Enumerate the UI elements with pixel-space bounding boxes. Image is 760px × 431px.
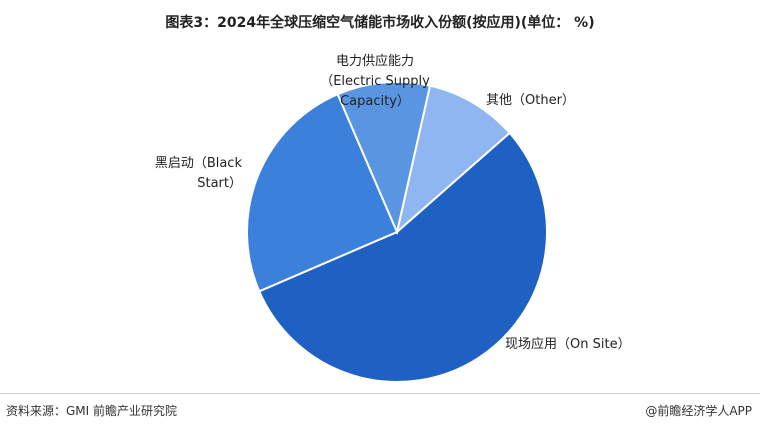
pie-slice <box>395 84 512 235</box>
chart-title: 图表3：2024年全球压缩空气储能市场收入份额(按应用)(单位： %) <box>165 15 595 31</box>
slice-label: 现场应用（On Site） <box>505 337 631 352</box>
brand: @前瞻经济学人APP <box>645 404 752 418</box>
slice-label: 电力供应能力（Electric Supply Capacity） <box>320 54 430 109</box>
source: 资料来源：GMI 前瞻产业研究院 <box>6 404 178 418</box>
pie-slice <box>246 92 399 293</box>
slice-label: 黑启动（Black Start） <box>154 156 242 191</box>
divider <box>0 393 760 394</box>
pie-slice <box>257 131 548 383</box>
pie-slice <box>336 81 432 236</box>
slice-label: 其他（Other） <box>486 93 575 108</box>
